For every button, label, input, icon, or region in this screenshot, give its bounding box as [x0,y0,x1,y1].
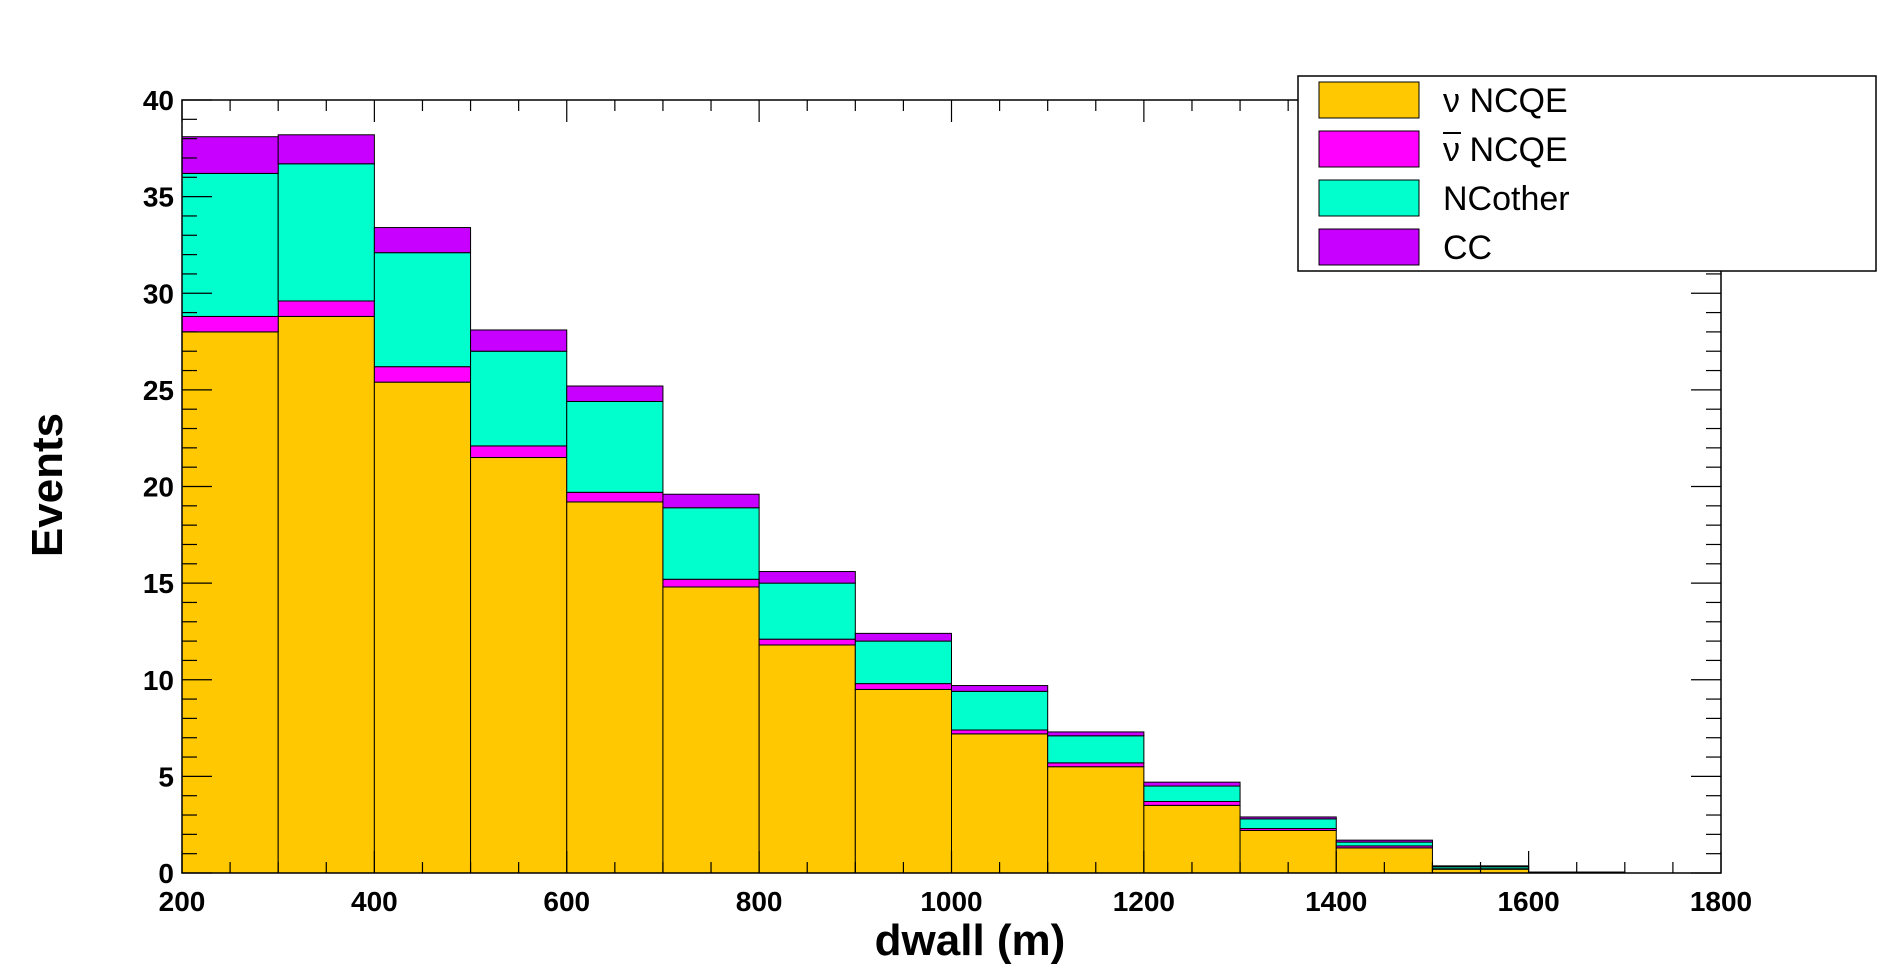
y-tick-label: 40 [143,85,174,116]
x-tick-label: 800 [736,886,783,917]
bar-series-2-bin-10 [1143,785,1241,802]
y-tick-label: 20 [143,472,174,503]
tick-labels-layer: 200 400 600 800 1000 1200 1400 1600 1800 0 5 10 15 20… [143,85,1752,917]
bar-series-1-bin-0 [181,315,279,333]
x-tick-label: 1200 [1113,886,1175,917]
bar-series-0-bin-1 [277,315,375,874]
bar-series-3-bin-12 [1335,839,1433,843]
legend: ν NCQE ν NCQE NCother CC [1297,75,1877,272]
y-tick-label: 35 [143,182,174,213]
y-tick-label: 30 [143,278,174,309]
bar-series-0-bin-7 [854,688,952,874]
bar-series-2-bin-12 [1335,841,1433,847]
bar-series-3-bin-9 [1047,731,1145,737]
bar-series-1-bin-2 [373,366,472,383]
legend-swatch-2 [1318,179,1420,217]
x-tick-label: 600 [543,886,590,917]
y-axis-title: Events [23,413,72,557]
legend-label-3: CC [1443,229,1492,267]
bar-series-3-bin-3 [470,329,568,352]
y-tick-label: 10 [143,665,174,696]
x-tick-label: 1800 [1690,886,1752,917]
bar-series-2-bin-5 [662,507,760,580]
bar-series-2-bin-8 [951,690,1049,731]
bar-series-0-bin-2 [373,381,472,874]
bar-series-1-bin-7 [854,683,952,690]
y-tick-label: 5 [158,761,174,792]
bar-series-2-bin-9 [1047,735,1145,764]
x-tick-label: 400 [351,886,398,917]
bar-series-0-bin-4 [566,501,664,874]
bar-series-0-bin-6 [758,644,856,874]
bar-series-0-bin-3 [470,457,568,874]
x-tick-label: 1000 [920,886,982,917]
y-tick-label: 15 [143,568,174,599]
bar-series-3-bin-8 [951,685,1049,692]
bar-series-3-bin-10 [1143,781,1241,787]
bar-series-2-bin-3 [470,350,568,447]
bar-series-3-bin-11 [1239,816,1337,820]
bar-series-0-bin-9 [1047,766,1145,874]
bar-series-3-bin-0 [181,136,279,174]
bar-series-1-bin-4 [566,491,664,503]
y-tick-label: 25 [143,375,174,406]
x-axis-title: dwall (m) [875,916,1066,965]
bar-series-2-bin-4 [566,400,664,493]
bar-series-3-bin-1 [277,134,375,165]
bar-series-2-bin-1 [277,163,375,302]
bar-series-0-bin-8 [951,733,1049,874]
bar-series-3-bin-4 [566,385,664,402]
x-tick-label: 200 [159,886,206,917]
y-tick-label: 0 [158,858,174,889]
bar-series-2-bin-0 [181,172,279,317]
legend-label-1: ν NCQE [1443,131,1568,169]
legend-swatch-0 [1318,81,1420,119]
bar-series-2-bin-6 [758,582,856,640]
x-tick-label: 1600 [1497,886,1559,917]
bar-series-3-bin-5 [662,493,760,509]
bar-series-2-bin-11 [1239,818,1337,830]
bar-series-2-bin-7 [854,640,952,685]
bar-series-1-bin-3 [470,445,568,459]
bar-series-2-bin-2 [373,252,472,368]
x-tick-label: 1400 [1305,886,1367,917]
bar-series-1-bin-8 [951,729,1049,735]
bar-series-1-bin-10 [1143,800,1241,806]
bar-series-3-bin-2 [373,227,472,254]
bar-series-0-bin-0 [181,331,279,874]
legend-entries: ν NCQE ν NCQE NCother CC [1318,81,1570,267]
bar-series-3-bin-7 [854,632,952,642]
legend-label-0: ν NCQE [1443,82,1568,120]
bar-series-3-bin-6 [758,571,856,584]
bar-series-1-bin-6 [758,638,856,646]
legend-swatch-1 [1318,130,1420,168]
legend-swatch-3 [1318,228,1420,266]
bar-series-1-bin-1 [277,300,375,317]
bar-series-1-bin-9 [1047,762,1145,768]
bar-series-1-bin-5 [662,578,760,588]
bar-series-0-bin-5 [662,586,760,874]
legend-label-2: NCother [1443,180,1570,218]
